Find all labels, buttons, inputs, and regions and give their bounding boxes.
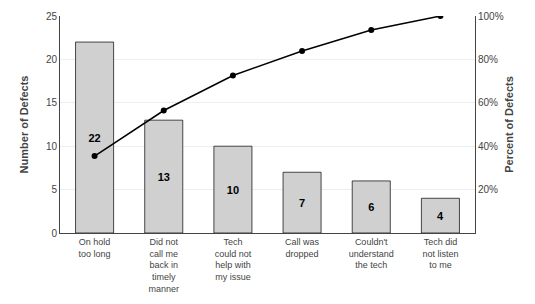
svg-text:20: 20 xyxy=(46,54,58,65)
svg-text:80%: 80% xyxy=(478,54,498,65)
svg-text:Call wasdropped: Call wasdropped xyxy=(285,237,320,259)
svg-text:Did notcall meback intimelyman: Did notcall meback intimelymanner xyxy=(148,237,179,294)
svg-text:6: 6 xyxy=(368,201,374,213)
svg-text:Techcould nothelp withmy issue: Techcould nothelp withmy issue xyxy=(215,237,252,282)
svg-text:4: 4 xyxy=(437,210,444,222)
svg-text:40%: 40% xyxy=(478,141,498,152)
svg-text:0: 0 xyxy=(51,228,57,239)
svg-text:20%: 20% xyxy=(478,184,498,195)
svg-text:25: 25 xyxy=(46,11,58,22)
svg-text:5: 5 xyxy=(51,184,57,195)
svg-text:Tech didnot listento me: Tech didnot listento me xyxy=(422,237,458,270)
svg-text:13: 13 xyxy=(158,171,170,183)
svg-text:100%: 100% xyxy=(478,11,504,22)
svg-text:10: 10 xyxy=(46,141,58,152)
svg-text:10: 10 xyxy=(227,184,239,196)
svg-text:7: 7 xyxy=(299,197,305,209)
svg-text:On holdtoo long: On holdtoo long xyxy=(79,237,111,259)
svg-text:22: 22 xyxy=(88,132,100,144)
svg-text:60%: 60% xyxy=(478,97,498,108)
svg-text:Percent of Defects: Percent of Defects xyxy=(503,76,515,173)
svg-text:Couldn'tunderstandthe tech: Couldn'tunderstandthe tech xyxy=(349,237,394,270)
svg-text:Number of Defects: Number of Defects xyxy=(18,76,30,174)
svg-text:15: 15 xyxy=(46,97,58,108)
